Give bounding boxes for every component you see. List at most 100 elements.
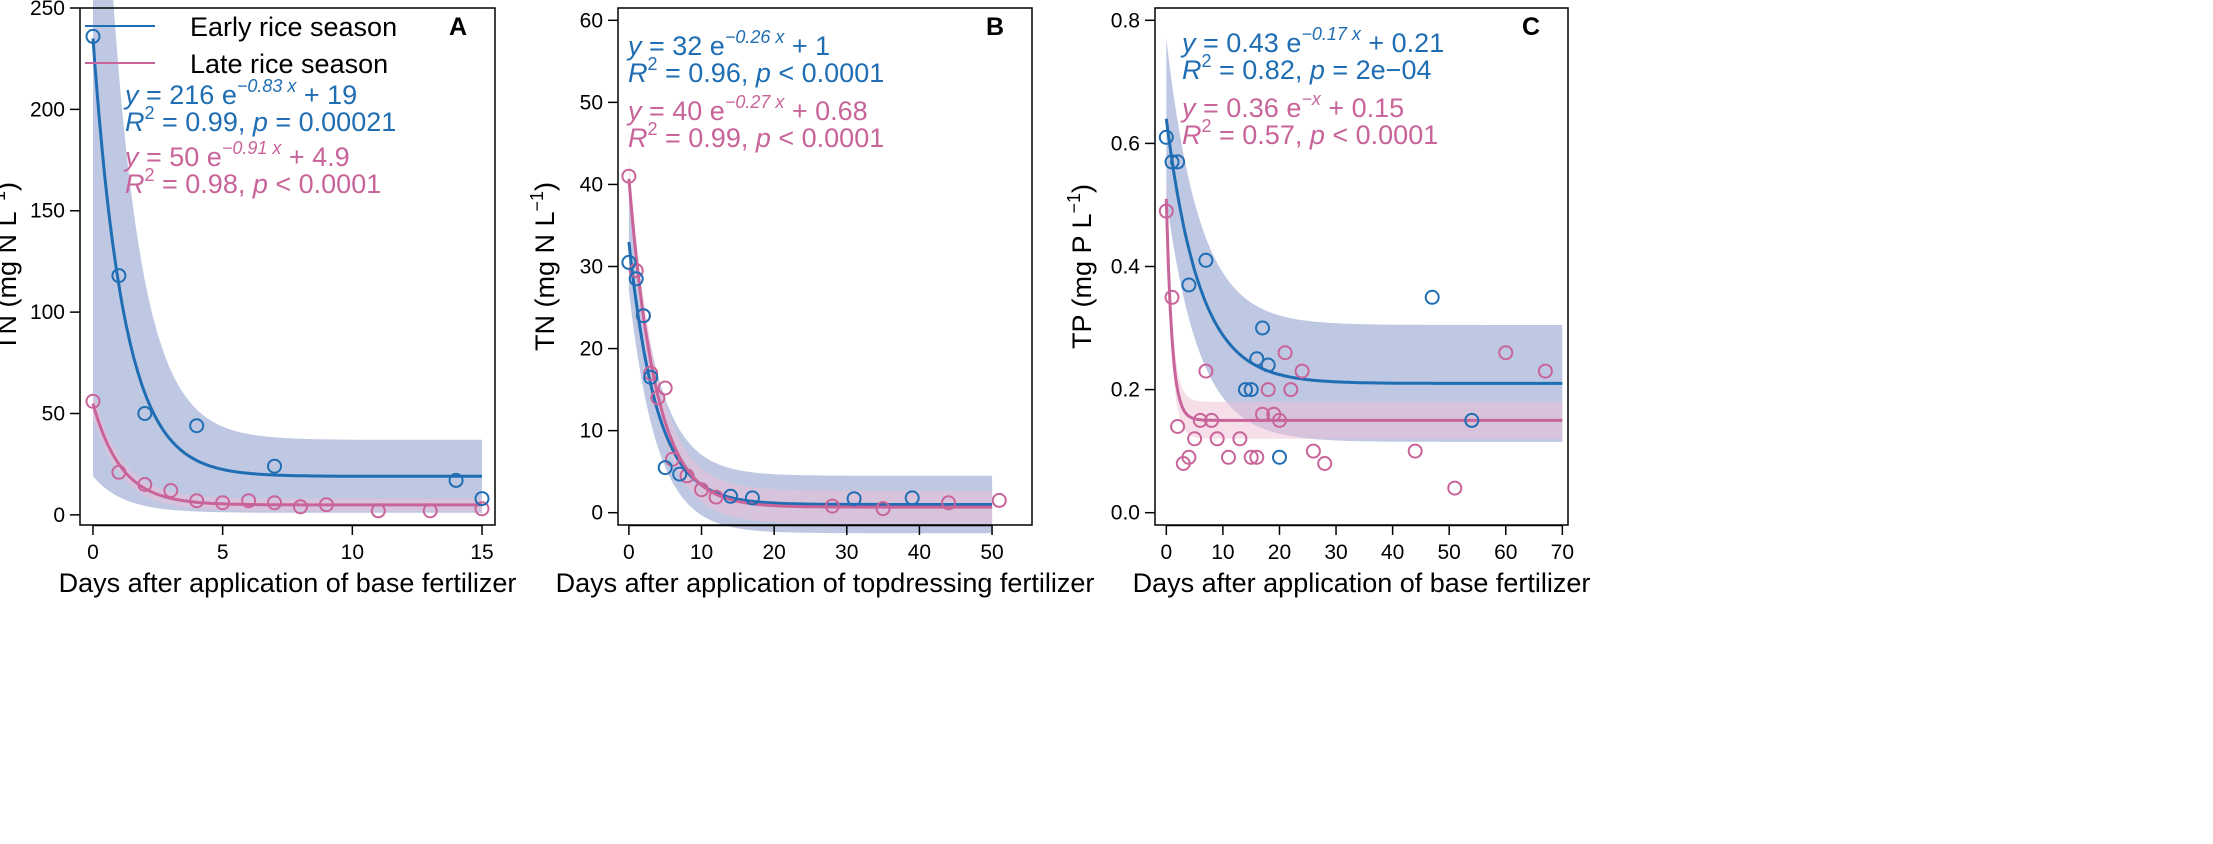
x-tick-label: 60 bbox=[1494, 541, 1517, 564]
stat-r: R bbox=[628, 123, 648, 153]
y-axis-label-superscript: −1 bbox=[527, 191, 547, 212]
stat-p-value: < 0.0001 bbox=[771, 123, 884, 153]
x-tick-label: 50 bbox=[1438, 541, 1461, 564]
x-axis-label: Days after application of topdressing fe… bbox=[556, 568, 1095, 598]
x-tick-label: 70 bbox=[1551, 541, 1574, 564]
statistics-early: R2 = 0.99, p = 0.00021 bbox=[125, 103, 396, 137]
data-point-late bbox=[1283, 382, 1299, 398]
x-tick-label: 0 bbox=[1160, 541, 1172, 564]
y-tick-label: 40 bbox=[580, 173, 603, 196]
data-point-early bbox=[904, 490, 920, 506]
eq-y: y bbox=[1180, 93, 1197, 123]
y-axis-label: TN (mg N L−1) bbox=[527, 182, 560, 351]
y-tick-label: 100 bbox=[30, 301, 65, 324]
eq-coefficient: = 216 e bbox=[139, 80, 237, 110]
y-axis-label-superscript: −1 bbox=[0, 191, 9, 212]
stat-r2-value: = 0.99, bbox=[155, 107, 253, 137]
equation-late: y = 0.36 e−x + 0.15 bbox=[1180, 89, 1404, 123]
statistics-late: R2 = 0.57, p < 0.0001 bbox=[1182, 116, 1438, 150]
data-point-early bbox=[1249, 351, 1265, 367]
data-point-early bbox=[723, 488, 739, 504]
y-axis-label-tail: ) bbox=[1067, 184, 1097, 193]
data-point-late bbox=[474, 501, 490, 517]
stat-r2-value: = 0.99, bbox=[658, 123, 756, 153]
data-point-late bbox=[1198, 363, 1214, 379]
stat-p-value: < 0.0001 bbox=[1325, 120, 1438, 150]
stat-r-superscript: 2 bbox=[145, 165, 155, 185]
data-point-late bbox=[1260, 382, 1276, 398]
data-point-late bbox=[163, 483, 179, 498]
data-point-late bbox=[650, 390, 666, 406]
eq-intercept: + 19 bbox=[296, 80, 357, 110]
data-point-late bbox=[1272, 412, 1287, 428]
stat-r-superscript: 2 bbox=[648, 119, 658, 139]
eq-y: y bbox=[626, 31, 643, 61]
data-point-late bbox=[1170, 419, 1186, 434]
stat-p: p bbox=[1309, 55, 1325, 85]
eq-coefficient: = 40 e bbox=[642, 96, 725, 126]
x-tick-label: 30 bbox=[1324, 541, 1347, 564]
data-point-early bbox=[1164, 154, 1180, 170]
eq-coefficient: = 0.43 e bbox=[1196, 28, 1302, 58]
y-tick-label: 150 bbox=[30, 200, 65, 223]
data-point-early bbox=[846, 491, 862, 507]
eq-intercept: + 4.9 bbox=[281, 142, 349, 172]
y-axis-label-main: TN (mg N L bbox=[0, 212, 22, 352]
stat-r: R bbox=[1182, 120, 1202, 150]
equation-early: y = 216 e−0.83 x + 19 bbox=[123, 76, 357, 110]
data-point-late bbox=[189, 493, 205, 509]
stat-p: p bbox=[1309, 120, 1325, 150]
statistics-late: R2 = 0.99, p < 0.0001 bbox=[628, 119, 884, 153]
legend-label-early: Early rice season bbox=[190, 12, 397, 42]
data-point-early bbox=[1170, 154, 1186, 170]
data-point-late bbox=[1209, 431, 1225, 447]
y-tick-label: 10 bbox=[580, 420, 603, 443]
x-tick-label: 20 bbox=[1268, 541, 1291, 564]
data-point-early bbox=[474, 491, 490, 507]
stat-p-value: = 2e−04 bbox=[1325, 55, 1432, 85]
data-point-late bbox=[708, 489, 724, 505]
stat-r2-value: = 0.82, bbox=[1212, 55, 1310, 85]
stat-p: p bbox=[252, 169, 268, 199]
eq-intercept: + 0.21 bbox=[1361, 28, 1444, 58]
data-point-late bbox=[293, 499, 308, 515]
y-tick-label: 0.0 bbox=[1111, 502, 1140, 525]
data-point-early bbox=[267, 458, 282, 474]
y-axis-label: TN (mg N L−1) bbox=[0, 182, 22, 351]
eq-exponent: −0.26 x bbox=[725, 27, 786, 47]
data-point-late bbox=[318, 497, 334, 513]
eq-intercept: + 1 bbox=[784, 31, 830, 61]
data-point-early bbox=[137, 406, 153, 421]
data-point-late bbox=[1294, 363, 1310, 379]
stat-p-value: < 0.0001 bbox=[771, 58, 884, 88]
y-tick-label: 250 bbox=[30, 0, 65, 20]
data-point-late bbox=[1305, 443, 1321, 459]
confidence-band-early bbox=[93, 0, 482, 513]
panel-label: A bbox=[449, 13, 467, 41]
data-point-late bbox=[215, 495, 231, 511]
data-point-late bbox=[1249, 449, 1265, 465]
x-tick-label: 10 bbox=[1211, 541, 1234, 564]
legend-label-late: Late rice season bbox=[190, 49, 388, 79]
data-point-late bbox=[621, 168, 637, 184]
y-tick-label: 0.4 bbox=[1111, 256, 1141, 279]
eq-exponent: −0.17 x bbox=[1301, 24, 1362, 44]
data-point-late bbox=[1232, 431, 1248, 447]
confidence-band-early bbox=[1166, 38, 1563, 442]
data-point-late bbox=[991, 492, 1007, 508]
fit-curve-late bbox=[91, 403, 482, 507]
eq-y: y bbox=[626, 96, 643, 126]
panel-b: 0 10 20 30 40 50 0 10 20 30 40 50 60 Days after appli… bbox=[527, 7, 1095, 598]
stat-r: R bbox=[628, 58, 648, 88]
data-point-late bbox=[1317, 456, 1333, 471]
eq-exponent: −x bbox=[1301, 89, 1322, 109]
x-tick-label: 20 bbox=[762, 541, 785, 564]
stat-p-value: < 0.0001 bbox=[268, 169, 381, 199]
data-point-late bbox=[241, 493, 257, 509]
data-point-late bbox=[694, 482, 709, 498]
eq-y: y bbox=[123, 142, 140, 172]
data-point-early bbox=[448, 472, 464, 488]
eq-y: y bbox=[123, 80, 140, 110]
